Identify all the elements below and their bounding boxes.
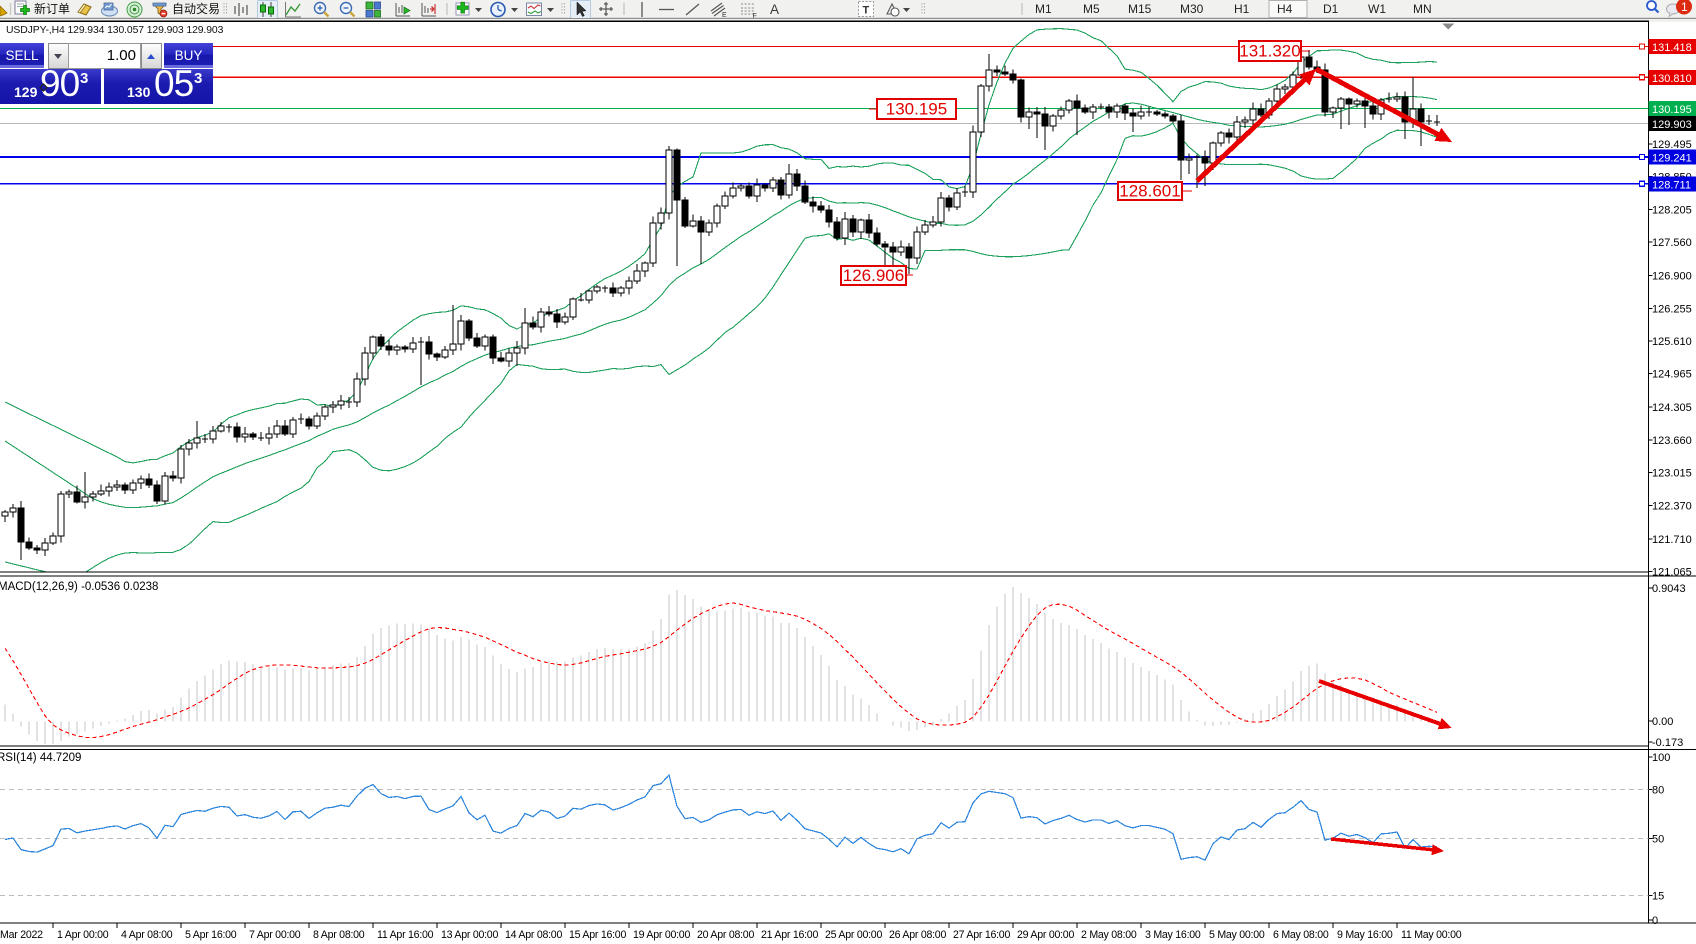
svg-text:4 Apr 08:00: 4 Apr 08:00 bbox=[121, 929, 173, 941]
svg-text:M15: M15 bbox=[1128, 2, 1152, 16]
svg-text:D1: D1 bbox=[1323, 2, 1339, 16]
svg-text:7 Apr 00:00: 7 Apr 00:00 bbox=[249, 929, 301, 941]
svg-text:124.305: 124.305 bbox=[1652, 402, 1692, 414]
svg-text:100: 100 bbox=[1652, 752, 1670, 764]
svg-text:121.710: 121.710 bbox=[1652, 534, 1692, 546]
svg-text:5 May 00:00: 5 May 00:00 bbox=[1209, 929, 1265, 941]
svg-text:E: E bbox=[722, 12, 727, 18]
svg-text:130.810: 130.810 bbox=[1652, 73, 1692, 85]
svg-text:H1: H1 bbox=[1234, 2, 1250, 16]
svg-text:0.00: 0.00 bbox=[1652, 716, 1673, 728]
svg-text:M30: M30 bbox=[1180, 2, 1204, 16]
svg-text:80: 80 bbox=[1652, 785, 1664, 797]
svg-text:MN: MN bbox=[1413, 2, 1432, 16]
svg-text:A: A bbox=[770, 2, 779, 17]
svg-text:29 Apr 00:00: 29 Apr 00:00 bbox=[1017, 929, 1074, 941]
svg-text:123.660: 123.660 bbox=[1652, 435, 1692, 447]
svg-text:6 May 08:00: 6 May 08:00 bbox=[1273, 929, 1329, 941]
svg-text:50: 50 bbox=[1652, 834, 1664, 846]
svg-text:M1: M1 bbox=[1035, 2, 1052, 16]
svg-text:129.241: 129.241 bbox=[1652, 152, 1692, 164]
svg-text:MACD(12,26,9) -0.0536 0.0238: MACD(12,26,9) -0.0536 0.0238 bbox=[0, 581, 158, 593]
svg-text:8 Apr 08:00: 8 Apr 08:00 bbox=[313, 929, 365, 941]
svg-text:130.195: 130.195 bbox=[886, 100, 947, 119]
svg-text:11 May 00:00: 11 May 00:00 bbox=[1401, 929, 1462, 941]
svg-text:0.9043: 0.9043 bbox=[1652, 583, 1686, 595]
svg-text:1: 1 bbox=[1681, 0, 1688, 14]
svg-text:128.205: 128.205 bbox=[1652, 204, 1692, 216]
svg-text:26 Apr 08:00: 26 Apr 08:00 bbox=[889, 929, 946, 941]
svg-text:13 Apr 00:00: 13 Apr 00:00 bbox=[441, 929, 498, 941]
svg-text:126.255: 126.255 bbox=[1652, 303, 1692, 315]
svg-text:15 Apr 16:00: 15 Apr 16:00 bbox=[569, 929, 626, 941]
svg-text:27 Apr 16:00: 27 Apr 16:00 bbox=[953, 929, 1010, 941]
svg-text:M5: M5 bbox=[1083, 2, 1100, 16]
svg-text:122.370: 122.370 bbox=[1652, 500, 1692, 512]
svg-text:F: F bbox=[753, 13, 757, 18]
svg-text:128.711: 128.711 bbox=[1652, 179, 1691, 191]
svg-text:19 Apr 00:00: 19 Apr 00:00 bbox=[633, 929, 690, 941]
svg-text:新订单: 新订单 bbox=[34, 1, 70, 16]
svg-text:USDJPY-,H4 129.934 130.057 12: USDJPY-,H4 129.934 130.057 129.903 129.9… bbox=[6, 25, 224, 36]
svg-text:130.195: 130.195 bbox=[1652, 104, 1692, 116]
svg-text:131.418: 131.418 bbox=[1652, 42, 1692, 54]
svg-text:H4: H4 bbox=[1277, 2, 1293, 16]
svg-text:RSI(14) 44.7209: RSI(14) 44.7209 bbox=[0, 752, 81, 764]
svg-text:T: T bbox=[863, 5, 870, 17]
svg-text:11 Apr 16:00: 11 Apr 16:00 bbox=[377, 929, 434, 941]
svg-text:129.495: 129.495 bbox=[1652, 139, 1692, 151]
svg-text:131.320: 131.320 bbox=[1239, 42, 1300, 61]
svg-text:127.560: 127.560 bbox=[1652, 237, 1692, 249]
svg-text:5 Apr 16:00: 5 Apr 16:00 bbox=[185, 929, 237, 941]
svg-text:126.900: 126.900 bbox=[1652, 271, 1692, 283]
svg-text:-0.173: -0.173 bbox=[1652, 737, 1683, 749]
svg-text:128.601: 128.601 bbox=[1119, 182, 1180, 201]
svg-text:W1: W1 bbox=[1368, 2, 1386, 16]
svg-text:129.903: 129.903 bbox=[1652, 119, 1692, 131]
svg-text:14 Apr 08:00: 14 Apr 08:00 bbox=[505, 929, 562, 941]
svg-text:125.610: 125.610 bbox=[1652, 336, 1692, 348]
svg-text:21 Apr 16:00: 21 Apr 16:00 bbox=[761, 929, 818, 941]
svg-text:Mar 2022: Mar 2022 bbox=[0, 929, 43, 941]
svg-text:0: 0 bbox=[1652, 915, 1658, 927]
svg-text:3 May 16:00: 3 May 16:00 bbox=[1145, 929, 1201, 941]
svg-text:9 May 16:00: 9 May 16:00 bbox=[1337, 929, 1393, 941]
svg-text:1 Apr 00:00: 1 Apr 00:00 bbox=[57, 929, 109, 941]
svg-text:124.965: 124.965 bbox=[1652, 369, 1692, 381]
svg-text:126.906: 126.906 bbox=[843, 266, 904, 285]
svg-text:20 Apr 08:00: 20 Apr 08:00 bbox=[697, 929, 754, 941]
svg-text:2 May 08:00: 2 May 08:00 bbox=[1081, 929, 1137, 941]
svg-text:25 Apr 00:00: 25 Apr 00:00 bbox=[825, 929, 882, 941]
svg-text:15: 15 bbox=[1652, 891, 1664, 903]
svg-text:123.015: 123.015 bbox=[1652, 468, 1692, 480]
svg-text:121.065: 121.065 bbox=[1652, 567, 1692, 579]
svg-text:自动交易: 自动交易 bbox=[172, 1, 220, 16]
